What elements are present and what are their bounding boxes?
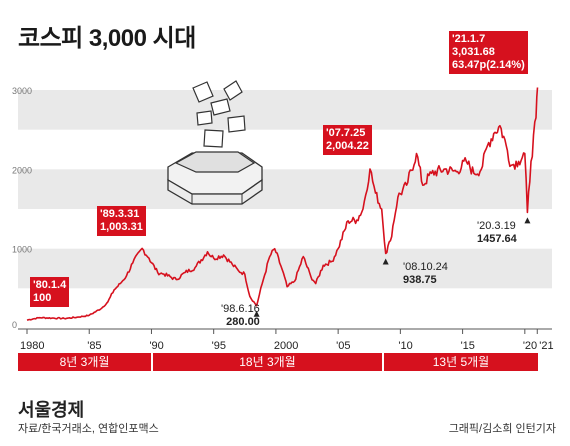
annotation-date: '08.10.24 [403, 261, 448, 273]
x-tick-label: '21 [539, 340, 553, 352]
annotation-2021: '21.1.7 3,031.68 63.47p(2.14%) [449, 31, 528, 74]
annotation-date: '07.7.25 [326, 127, 366, 139]
x-tick-label: 2000 [274, 340, 298, 352]
low-point-marker [524, 217, 531, 224]
low-point-marker [382, 258, 389, 265]
low-point-marker [253, 310, 260, 317]
x-tick-label: '10 [398, 340, 412, 352]
annotation-2020: '20.3.19 1457.64 [477, 220, 517, 246]
y-tick-label: 1000 [12, 245, 32, 255]
annotation-date: '20.3.19 [477, 220, 516, 232]
annotation-date: '80.1.4 [33, 279, 67, 291]
annotation-value: 100 [33, 292, 52, 304]
chart-title: 코스피 3,000 시대 [18, 25, 196, 52]
period-bar-1: 8년 3개월 [18, 353, 151, 371]
annotation-1989: '89.3.31 1,003.31 [97, 206, 146, 236]
y-tick-label: 3000 [12, 86, 32, 96]
annotation-date: '98.6.16 [221, 303, 260, 315]
money-box-illustration [167, 80, 263, 205]
x-tick-label: '95 [212, 340, 226, 352]
background-band-1 [18, 248, 552, 289]
background-band-3 [18, 90, 552, 130]
annotation-1980: '80.1.4 100 [30, 277, 70, 307]
brand-name: 서울경제 [18, 400, 85, 420]
x-tick-label: '90 [149, 340, 163, 352]
annotation-2007: '07.7.25 2,004.22 [323, 125, 372, 155]
x-tick-label: '20 [523, 340, 537, 352]
x-tick-label: '05 [336, 340, 350, 352]
annotation-value: 938.75 [403, 274, 437, 286]
annotation-value: 1457.64 [477, 233, 517, 245]
annotation-value: 2,004.22 [326, 140, 369, 152]
annotation-change: 63.47p(2.14%) [452, 59, 525, 71]
annotation-1998: '98.6.16 280.00 [221, 303, 260, 329]
annotation-date: '21.1.7 [452, 33, 486, 45]
y-tick-label: 2000 [12, 165, 32, 175]
x-tick-label: '15 [461, 340, 475, 352]
x-tick-label: 1980 [20, 340, 44, 352]
kospi-series-line [26, 87, 539, 321]
background-band-2 [18, 169, 552, 209]
source-text: 자료/한국거래소, 연합인포맥스 [18, 423, 159, 435]
period-bar-3: 13년 5개월 [384, 353, 538, 371]
annotation-value: 1,003.31 [100, 221, 143, 233]
annotation-2008: '08.10.24 938.75 [403, 261, 448, 287]
credit-text: 그래픽/김소희 인턴기자 [448, 423, 556, 435]
annotation-value: 3,031.68 [452, 46, 495, 58]
y-tick-label: 0 [12, 320, 17, 330]
period-bar-2: 18년 3개월 [153, 353, 382, 371]
x-tick-label: '85 [87, 340, 101, 352]
annotation-value: 280.00 [226, 316, 260, 328]
annotation-date: '89.3.31 [100, 208, 140, 220]
